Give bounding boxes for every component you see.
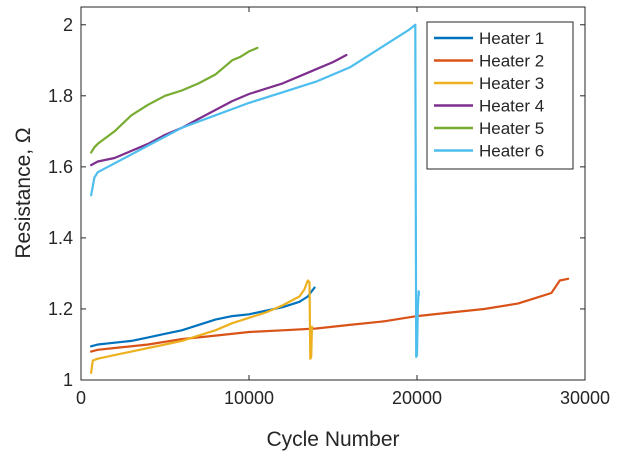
series-line-heater-4	[89, 53, 348, 167]
x-tick-label: 20000	[392, 388, 442, 408]
legend-label-heater-3: Heater 3	[479, 74, 544, 93]
x-tick-label: 30000	[560, 388, 610, 408]
y-axis-label: Resistance, Ω	[12, 127, 35, 258]
legend: Heater 1 Heater 2 Heater 3 Heater 4 Heater 5…	[426, 21, 574, 170]
series-line-heater-1	[89, 286, 316, 348]
y-tick-label: 1.6	[48, 157, 73, 177]
y-tick-label: 1.4	[48, 228, 73, 248]
x-tick-label: 0	[76, 388, 86, 408]
ticks-layer: 0 10000 20000 30000 1 1.2 1.4 1.6 1.8 2	[48, 7, 610, 408]
legend-label-heater-4: Heater 4	[479, 97, 544, 116]
x-tick-label: 10000	[224, 388, 274, 408]
y-tick-label: 1.2	[48, 299, 73, 319]
y-tick-label: 2	[63, 15, 73, 35]
y-tick-label: 1	[63, 370, 73, 390]
x-axis-label: Cycle Number	[266, 428, 399, 451]
legend-label-heater-1: Heater 1	[479, 29, 544, 48]
legend-label-heater-5: Heater 5	[479, 119, 544, 138]
series-layer	[89, 23, 570, 374]
legend-box	[426, 21, 574, 170]
series-line-heater-2	[89, 277, 570, 353]
series-line-heater-5	[89, 46, 259, 154]
y-tick-label: 1.8	[48, 86, 73, 106]
legend-label-heater-6: Heater 6	[479, 142, 544, 161]
series-line-heater-3	[89, 279, 314, 374]
legend-label-heater-2: Heater 2	[479, 52, 544, 71]
series-line-heater-6	[89, 23, 421, 358]
